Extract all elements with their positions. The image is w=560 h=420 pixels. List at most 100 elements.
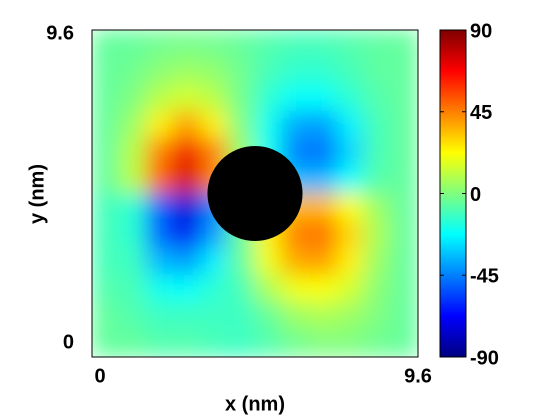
- heat-cell: [363, 84, 392, 113]
- heat-cell: [281, 302, 310, 331]
- heat-cell: [200, 274, 229, 303]
- heat-cell: [145, 247, 174, 276]
- heat-cell: [308, 274, 337, 303]
- heat-cell: [92, 274, 120, 303]
- heat-cell: [308, 138, 337, 167]
- heat-cell: [227, 274, 256, 303]
- heat-cell: [173, 138, 202, 167]
- heat-cell: [200, 30, 229, 58]
- heat-cell: [145, 138, 174, 167]
- heat-cell: [92, 247, 120, 276]
- heat-cell: [227, 30, 256, 58]
- heat-cell: [200, 302, 229, 331]
- heat-cell: [145, 84, 174, 113]
- heat-cell: [92, 30, 120, 58]
- heat-cell: [92, 111, 120, 140]
- heat-cell: [390, 30, 418, 58]
- heat-cell: [200, 247, 229, 276]
- heat-cell: [254, 302, 283, 331]
- heat-cell: [254, 84, 283, 113]
- heat-cell: [145, 220, 174, 249]
- heat-cell: [281, 84, 310, 113]
- heat-cell: [200, 111, 229, 140]
- heat-cell: [145, 274, 174, 303]
- heat-cell: [200, 329, 229, 357]
- heat-cell: [118, 247, 147, 276]
- heat-cell: [173, 30, 202, 58]
- heat-cell: [363, 165, 392, 194]
- heat-cell: [336, 193, 365, 222]
- heat-cell: [200, 56, 229, 85]
- heat-cell: [390, 165, 418, 194]
- heat-cell: [92, 56, 120, 85]
- heat-cell: [173, 111, 202, 140]
- heat-cell: [363, 138, 392, 167]
- heat-cell: [390, 302, 418, 331]
- heat-cell: [308, 329, 337, 357]
- heat-cell: [336, 56, 365, 85]
- heat-cell: [308, 302, 337, 331]
- heatmap: [92, 30, 418, 357]
- x-tick-label: 9.6: [404, 365, 432, 387]
- heat-cell: [390, 111, 418, 140]
- heat-cell: [92, 220, 120, 249]
- heat-cell: [390, 56, 418, 85]
- heat-cell: [173, 274, 202, 303]
- y-tick-label: 0: [63, 331, 74, 353]
- heat-cell: [336, 138, 365, 167]
- heat-cell: [336, 302, 365, 331]
- heat-cell: [363, 274, 392, 303]
- heat-cell: [390, 329, 418, 357]
- heat-cell: [281, 329, 310, 357]
- heat-cell: [145, 56, 174, 85]
- heat-cell: [390, 138, 418, 167]
- heat-cell: [308, 30, 337, 58]
- heat-cell: [173, 84, 202, 113]
- heat-cell: [363, 220, 392, 249]
- heat-cell: [92, 138, 120, 167]
- heat-cell: [308, 165, 337, 194]
- heat-cell: [336, 220, 365, 249]
- heat-cell: [118, 193, 147, 222]
- heat-cell: [145, 193, 174, 222]
- colorbar-tick-label: -45: [470, 266, 499, 288]
- heat-cell: [200, 84, 229, 113]
- colorbar: [439, 29, 467, 358]
- heat-cell: [281, 274, 310, 303]
- heat-cell: [227, 111, 256, 140]
- x-axis-label: x (nm): [225, 393, 285, 415]
- heat-cell: [336, 84, 365, 113]
- heat-cell: [118, 302, 147, 331]
- heat-cell: [390, 274, 418, 303]
- heat-cell: [145, 302, 174, 331]
- heat-cell: [308, 84, 337, 113]
- heat-cell: [336, 329, 365, 357]
- y-tick-label: 9.6: [46, 22, 74, 44]
- heat-cell: [227, 247, 256, 276]
- heat-cell: [363, 329, 392, 357]
- heat-cell: [363, 111, 392, 140]
- heat-cell: [363, 302, 392, 331]
- heat-cell: [227, 302, 256, 331]
- heat-cell: [336, 165, 365, 194]
- heat-cell: [227, 84, 256, 113]
- heat-cell: [254, 111, 283, 140]
- heat-cell: [308, 56, 337, 85]
- heat-cell: [173, 302, 202, 331]
- heat-cell: [145, 329, 174, 357]
- heat-cell: [281, 247, 310, 276]
- heat-cell: [118, 111, 147, 140]
- heat-cell: [118, 274, 147, 303]
- heat-cell: [118, 220, 147, 249]
- heat-cell: [254, 247, 283, 276]
- heat-cell: [308, 193, 337, 222]
- heat-cell: [390, 84, 418, 113]
- colorbar-tick-label: 45: [470, 102, 492, 124]
- heat-cell: [92, 193, 120, 222]
- y-axis-label: y (nm): [26, 164, 48, 224]
- heat-cell: [336, 247, 365, 276]
- heat-cell: [118, 84, 147, 113]
- heat-cell: [173, 56, 202, 85]
- overlay: 0 9.6 0 9.6 -90 -45 0 45 90: [46, 20, 499, 387]
